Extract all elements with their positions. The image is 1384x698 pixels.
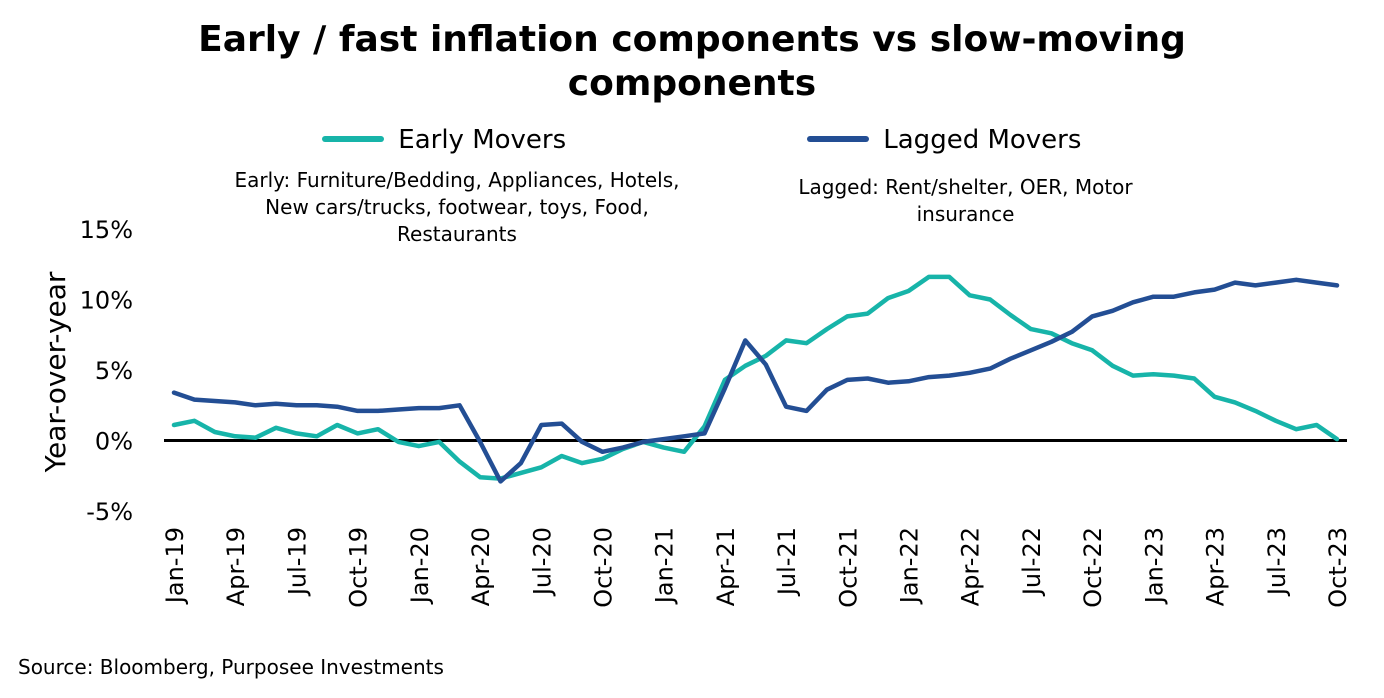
x-tick-label: Oct-19 — [345, 527, 373, 608]
y-tick-label: 5% — [95, 357, 133, 385]
x-tick-label: Jan-23 — [1140, 527, 1168, 605]
x-tick-label: Apr-22 — [957, 527, 985, 606]
x-tick-label: Jul-22 — [1018, 527, 1046, 597]
x-tick-label: Oct-23 — [1324, 527, 1352, 608]
x-tick-label: Apr-21 — [712, 527, 740, 606]
x-tick-label: Apr-23 — [1202, 527, 1230, 606]
y-tick-label: -5% — [86, 498, 133, 526]
chart-title-line-2: components — [567, 63, 817, 104]
legend-swatch-early-movers — [322, 135, 384, 142]
x-tick-label: Jul-23 — [1263, 527, 1291, 597]
x-tick-label: Jan-21 — [651, 527, 679, 605]
x-tick-label: Jul-21 — [773, 527, 801, 597]
x-tick-label: Jan-22 — [896, 527, 924, 605]
legend-swatch-lagged-movers — [807, 135, 869, 142]
legend-item-early-movers: Early Movers — [322, 124, 566, 156]
series-line-lagged-movers — [171, 277, 1340, 484]
x-tick-label: Apr-19 — [222, 527, 250, 606]
y-axis-title: Year-over-year — [39, 271, 72, 473]
x-tick-label: Oct-20 — [589, 527, 617, 608]
x-tick-label: Oct-21 — [834, 527, 862, 608]
x-tick-label: Apr-20 — [467, 527, 495, 606]
x-tick-label: Jul-20 — [528, 527, 556, 597]
legend-label-early-movers: Early Movers — [398, 125, 567, 155]
y-tick-label: 15% — [80, 216, 133, 244]
annotation-early-components: Early: Furniture/Bedding, Appliances, Ho… — [234, 168, 680, 246]
x-tick-label: Oct-22 — [1079, 527, 1107, 608]
x-tick-label: Jul-19 — [283, 527, 311, 597]
y-tick-label: 0% — [95, 428, 133, 456]
x-tick-label: Jan-19 — [161, 527, 189, 605]
x-tick-label: Jan-20 — [406, 527, 434, 605]
legend-label-lagged-movers: Lagged Movers — [883, 125, 1082, 155]
source-note: Source: Bloomberg, Purposee Investments — [18, 655, 444, 679]
chart-title: Early / fast inflation components vs slo… — [0, 18, 1384, 106]
series-line-early-movers — [171, 274, 1340, 481]
legend-item-lagged-movers: Lagged Movers — [807, 124, 1081, 156]
chart-title-line-1: Early / fast inflation components vs slo… — [198, 19, 1186, 60]
annotation-lagged-components: Lagged: Rent/shelter, OER, Motor insuran… — [798, 175, 1133, 226]
y-tick-label: 10% — [80, 287, 133, 315]
